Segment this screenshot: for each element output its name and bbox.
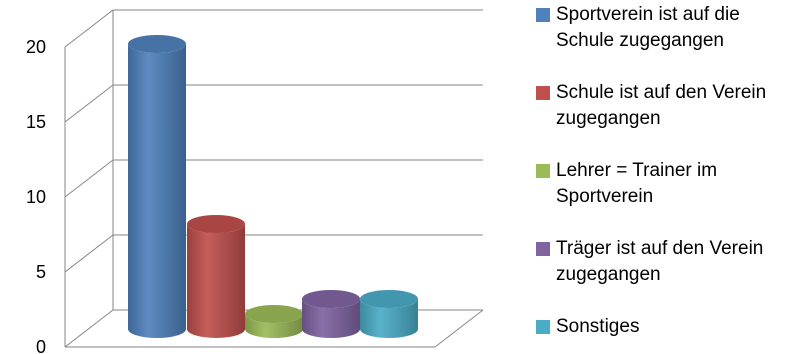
bar-top <box>360 290 418 308</box>
bar-body <box>187 224 245 338</box>
bar <box>360 290 418 338</box>
legend-swatch <box>536 320 550 334</box>
legend-item: Träger ist auf den Verein zugegangen <box>536 236 796 314</box>
bar <box>245 305 303 338</box>
bar-body <box>245 314 303 338</box>
gridline-diagonal <box>64 159 114 198</box>
bar-top <box>187 215 245 233</box>
legend-item: Sportverein ist auf die Schule zugegange… <box>536 2 796 80</box>
grid-and-walls <box>64 9 484 348</box>
legend-item: Schule ist auf den Verein zugegangen <box>536 80 796 158</box>
legend-label: Träger ist auf den Verein zugegangen <box>556 238 764 285</box>
gridline-diagonal <box>64 234 114 273</box>
y-axis-ticks: 0 5 10 15 20 <box>26 37 46 354</box>
bars <box>128 35 418 338</box>
legend-swatch <box>536 242 550 256</box>
y-tick-label: 0 <box>36 337 46 354</box>
legend-swatch <box>536 86 550 100</box>
bar-top <box>302 290 360 308</box>
gridline-diagonal <box>64 84 114 123</box>
legend-item: Lehrer = Trainer im Sportverein <box>536 158 796 236</box>
chart-plot: 0 5 10 15 20 <box>26 9 484 354</box>
legend-label: Schule ist auf den Verein zugegangen <box>556 82 767 129</box>
legend-swatch <box>536 164 550 178</box>
y-tick-label: 15 <box>26 112 46 132</box>
legend-label: Sonstiges <box>556 316 640 337</box>
legend-item: Sonstiges <box>536 314 796 344</box>
bar <box>302 290 360 338</box>
y-tick-label: 5 <box>36 262 46 282</box>
gridline-diagonal <box>64 9 114 48</box>
bar-top <box>128 35 186 53</box>
legend-swatch <box>536 8 550 22</box>
legend-label: Lehrer = Trainer im Sportverein <box>556 160 718 207</box>
bar-body <box>302 299 360 338</box>
legend-label: Sportverein ist auf die Schule zugegange… <box>556 4 740 51</box>
gridline-diagonal <box>64 309 114 348</box>
legend: Sportverein ist auf die Schule zugegange… <box>536 2 796 344</box>
y-tick-label: 20 <box>26 37 46 57</box>
bar <box>128 35 186 338</box>
bar-body <box>360 299 418 338</box>
y-tick-label: 10 <box>26 187 46 207</box>
bar-body <box>128 44 186 338</box>
floor-right-edge <box>434 309 484 348</box>
bar-top <box>245 305 303 323</box>
bar <box>187 215 245 338</box>
